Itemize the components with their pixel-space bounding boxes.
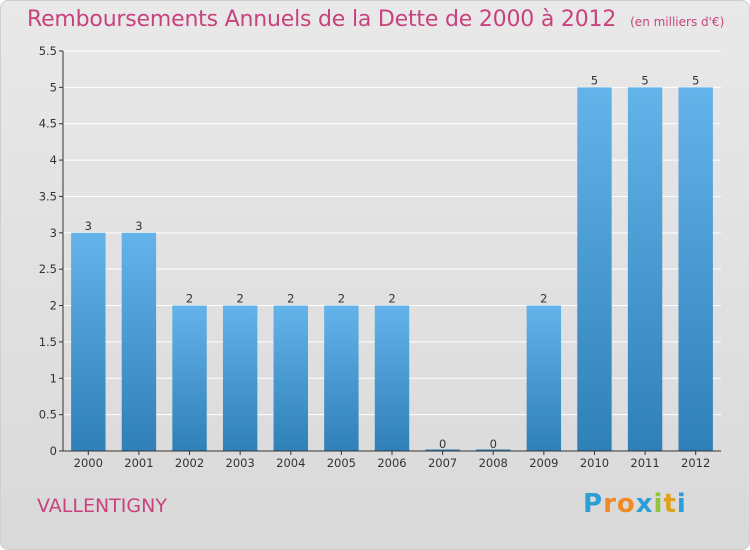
y-tick-label: 4	[50, 153, 57, 167]
y-tick-label: 3.5	[39, 189, 57, 203]
data-label-2004: 2	[287, 292, 294, 306]
bar-2007	[425, 449, 460, 451]
data-label-2006: 2	[388, 292, 395, 306]
data-label-2010: 5	[591, 73, 598, 87]
y-tick-label: 5	[50, 80, 57, 94]
y-tick-label: 1.5	[39, 335, 57, 349]
chart-title: Remboursements Annuels de la Dette de 20…	[27, 7, 617, 32]
x-tick-label-2002: 2002	[175, 456, 204, 470]
data-label-2009: 2	[540, 292, 547, 306]
x-tick-label-2005: 2005	[327, 456, 356, 470]
y-tick-label: 2.5	[39, 262, 57, 276]
logo-letter: r	[603, 489, 617, 519]
data-label-2012: 5	[692, 73, 699, 87]
y-tick-label: 1	[50, 371, 57, 385]
bar-2006	[374, 305, 410, 451]
data-label-2000: 3	[85, 219, 92, 233]
x-tick-label-2003: 2003	[226, 456, 255, 470]
title-row: Remboursements Annuels de la Dette de 20…	[27, 7, 724, 41]
data-label-2003: 2	[236, 292, 243, 306]
y-tick-label: 0	[50, 444, 57, 458]
bar-2008	[476, 449, 511, 451]
logo-letter: P	[583, 489, 604, 519]
bar-2004	[273, 305, 308, 451]
chart-subtitle: (en milliers d'€)	[630, 15, 725, 29]
data-label-2005: 2	[338, 292, 345, 306]
bar-2003	[222, 305, 258, 451]
y-tick-label: 3	[50, 226, 57, 240]
x-tick-label-2000: 2000	[74, 456, 103, 470]
logo-letter: x	[635, 489, 654, 519]
y-tick-label: 5.5	[39, 44, 57, 58]
x-tick-label-2007: 2007	[428, 456, 457, 470]
bar-2005	[324, 305, 359, 451]
data-label-2011: 5	[641, 73, 648, 87]
data-label-2008: 0	[490, 437, 497, 451]
y-tick-label: 0.5	[39, 408, 57, 422]
logo-letter: i	[676, 489, 687, 519]
x-tick-label-2010: 2010	[580, 456, 609, 470]
x-tick-label-2006: 2006	[377, 456, 406, 470]
logo-letter: o	[616, 489, 636, 519]
proxiti-logo[interactable]: Proxiti	[583, 489, 687, 519]
logo-letter: i	[653, 489, 664, 519]
bar-2012	[678, 87, 713, 451]
y-tick-label: 4.5	[39, 117, 57, 131]
x-tick-label-2012: 2012	[681, 456, 710, 470]
bar-2009	[526, 305, 562, 451]
x-tick-label-2009: 2009	[529, 456, 558, 470]
bar-2001	[121, 232, 157, 451]
x-tick-label-2011: 2011	[630, 456, 659, 470]
data-label-2007: 0	[439, 437, 446, 451]
bar-2002	[172, 305, 207, 451]
y-tick-label: 2	[50, 299, 57, 313]
logo-letter: t	[663, 489, 677, 519]
bar-2011	[627, 87, 663, 451]
x-tick-label-2008: 2008	[479, 456, 508, 470]
bar-2010	[577, 87, 612, 451]
data-label-2002: 2	[186, 292, 193, 306]
x-tick-label-2001: 2001	[124, 456, 153, 470]
data-label-2001: 3	[135, 219, 142, 233]
bar-2000	[71, 232, 106, 451]
x-tick-label-2004: 2004	[276, 456, 305, 470]
commune-name: VALLENTIGNY	[37, 495, 167, 517]
